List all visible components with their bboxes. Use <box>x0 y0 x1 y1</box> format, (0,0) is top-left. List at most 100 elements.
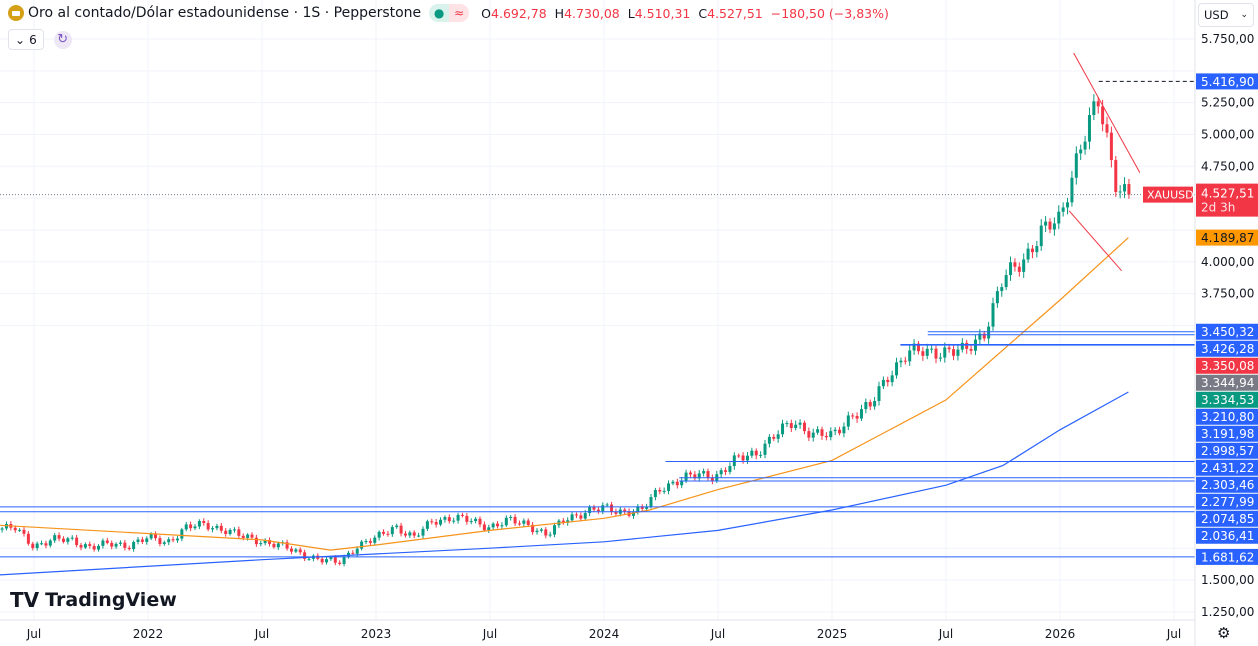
candle-body <box>728 466 732 472</box>
candle-body <box>13 527 17 531</box>
candle-body <box>294 549 298 552</box>
candle-body <box>658 489 662 492</box>
candle-body <box>864 402 868 410</box>
candle-body <box>474 518 478 522</box>
settings-gear-icon[interactable]: ⚙ <box>1217 624 1231 642</box>
price-tick-label: 5.750,00 <box>1201 32 1254 46</box>
candle-body <box>1114 160 1118 193</box>
candle-body <box>877 386 881 402</box>
candle-body <box>943 347 947 358</box>
candle-body <box>859 409 863 419</box>
candle-body <box>338 562 342 564</box>
candle-body <box>289 548 293 552</box>
approx-icon: ≈ <box>449 4 470 22</box>
candle-body <box>346 552 350 557</box>
candle-body <box>684 472 688 481</box>
candle-body <box>123 542 127 548</box>
candle-body <box>732 455 736 467</box>
time-tick-label: 2026 <box>1045 627 1076 641</box>
last-price-text: 4.527,51 <box>1201 187 1254 201</box>
price-tick-label: 3.750,00 <box>1201 287 1254 301</box>
candle-body <box>114 543 118 547</box>
candle-body <box>145 538 149 542</box>
candle-body <box>162 542 166 544</box>
candle-body <box>158 538 162 544</box>
open-value: 4.692,78 <box>491 5 547 21</box>
candle-body <box>526 520 530 525</box>
candle-body <box>1123 184 1127 192</box>
candle-body <box>1083 141 1087 150</box>
price-tick-label: 5.000,00 <box>1201 127 1254 141</box>
price-label-text: 3.426,28 <box>1201 342 1254 356</box>
candle-body <box>925 348 929 356</box>
candle-body <box>373 537 377 543</box>
candle-body <box>851 415 855 417</box>
candle-body <box>175 538 179 541</box>
candle-body <box>403 533 407 536</box>
candle-body <box>184 524 188 530</box>
candle-body <box>1074 153 1078 178</box>
currency-select[interactable]: USD ⌄ <box>1198 3 1254 27</box>
candle-body <box>719 470 723 475</box>
candle-body <box>40 543 44 545</box>
candle-body <box>237 529 241 536</box>
candle-body <box>912 343 916 351</box>
candle-body <box>816 429 820 433</box>
candle-body <box>842 426 846 434</box>
candle-body <box>741 455 745 461</box>
price-label-badge <box>1196 357 1258 374</box>
candle-body <box>211 528 215 530</box>
candle-body <box>272 543 276 548</box>
candle-body <box>97 545 101 550</box>
indicators-toggle-button[interactable]: ⌄ 6 <box>8 29 44 50</box>
candle-body <box>215 525 219 529</box>
tradingview-logo[interactable]: 𝗧𝗩 TradingView <box>10 588 177 612</box>
candle-body <box>855 415 859 419</box>
candle-body <box>509 516 513 518</box>
candle-body <box>355 548 359 554</box>
candle-body <box>921 351 925 356</box>
price-label-text: 2.998,57 <box>1201 444 1254 458</box>
candle-body <box>710 477 714 481</box>
candle-body <box>693 474 697 479</box>
currency-label: USD <box>1204 8 1229 22</box>
moving-average-fast-line <box>0 237 1129 551</box>
candle-body <box>31 543 35 549</box>
symbol-title[interactable]: Oro al contado/Dólar estadounidense · 1S… <box>28 5 422 21</box>
candle-body <box>360 541 364 549</box>
candle-body <box>268 539 272 544</box>
price-label-badge <box>1196 510 1258 527</box>
candle-body <box>645 506 649 509</box>
candle-body <box>798 422 802 425</box>
candle-body <box>408 532 412 536</box>
candle-body <box>75 537 79 546</box>
candle-body <box>789 423 793 429</box>
candle-body <box>70 537 74 539</box>
candle-body <box>1004 275 1008 288</box>
candle-body <box>88 544 92 546</box>
time-tick-label: 2024 <box>589 627 620 641</box>
candle-body <box>149 534 153 539</box>
candle-body <box>662 490 666 492</box>
status-pill[interactable]: ● ≈ <box>429 4 470 22</box>
candle-body <box>136 539 140 543</box>
candle-body <box>443 517 447 520</box>
indicator-count: 6 <box>29 32 37 47</box>
candle-body <box>978 333 982 340</box>
candle-body <box>132 542 136 550</box>
candle-body <box>197 520 201 527</box>
price-label-text: 3.350,08 <box>1201 359 1254 373</box>
candle-body <box>48 540 52 546</box>
candle-body <box>434 521 438 525</box>
refresh-icon[interactable]: ↻ <box>53 30 72 49</box>
candle-body <box>1066 202 1070 208</box>
candle-body <box>702 471 706 474</box>
candle-body <box>947 347 951 350</box>
candle-body <box>101 540 105 546</box>
candle-body <box>241 535 245 538</box>
price-label-text: 2.277,99 <box>1201 495 1254 509</box>
candle-body <box>930 348 934 350</box>
chevron-down-icon: ⌄ <box>15 32 26 47</box>
candle-body <box>307 558 311 560</box>
